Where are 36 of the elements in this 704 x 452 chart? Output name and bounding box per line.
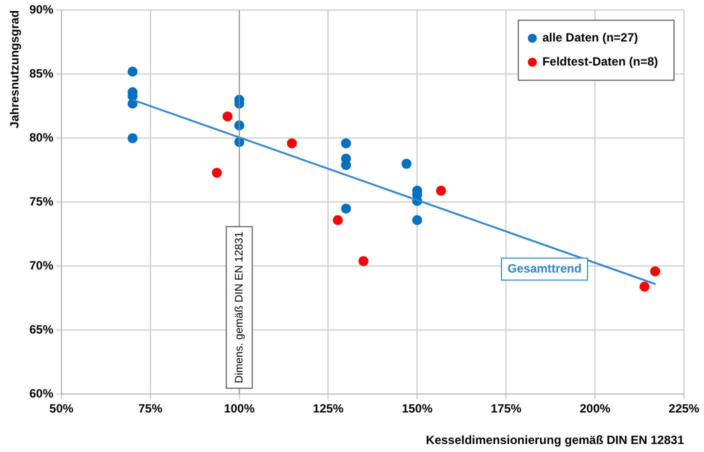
- y-tick-label: 80%: [29, 130, 54, 145]
- point: [128, 66, 138, 77]
- legend-label: alle Daten (n=27): [542, 30, 638, 45]
- point: [412, 215, 422, 226]
- x-tick-label: 50%: [49, 402, 74, 416]
- x-tick-label: 75%: [138, 402, 163, 416]
- point: [222, 111, 233, 122]
- y-tick-label: 60%: [29, 386, 54, 401]
- y-axis-title: Jahresnutzungsgrad: [8, 10, 22, 128]
- point: [341, 204, 352, 214]
- point: [341, 138, 352, 148]
- y-tick-label: 75%: [29, 194, 54, 209]
- point: [436, 186, 446, 196]
- x-axis-title: Kesseldimensionierung gemäß DIN EN 12831: [426, 433, 684, 448]
- annotation: Gesamttrend: [508, 261, 582, 276]
- point: [212, 168, 222, 178]
- y-tick-label: 85%: [29, 66, 54, 81]
- legend-label: Feldtest-Daten (n=8): [542, 54, 658, 69]
- x-tick-label: 125%: [312, 402, 344, 416]
- point: [341, 160, 352, 170]
- point: [358, 256, 368, 266]
- y-tick-label: 90%: [29, 2, 54, 17]
- ref-line-label: Dimens. gemäß DIN EN 12831: [233, 232, 246, 384]
- point: [286, 138, 297, 148]
- y-tick-label: 70%: [29, 258, 54, 273]
- point: [402, 158, 412, 169]
- x-tick-label: 200%: [580, 402, 611, 416]
- point: [650, 266, 660, 276]
- x-tick-label: 175%: [490, 402, 522, 416]
- x-tick-label: 100%: [224, 402, 255, 416]
- point: [128, 133, 138, 144]
- point: [332, 215, 343, 226]
- point: [640, 282, 650, 292]
- x-tick-label: 150%: [402, 402, 433, 416]
- x-tick-label: 225%: [668, 402, 700, 416]
- y-tick-label: 65%: [29, 322, 54, 337]
